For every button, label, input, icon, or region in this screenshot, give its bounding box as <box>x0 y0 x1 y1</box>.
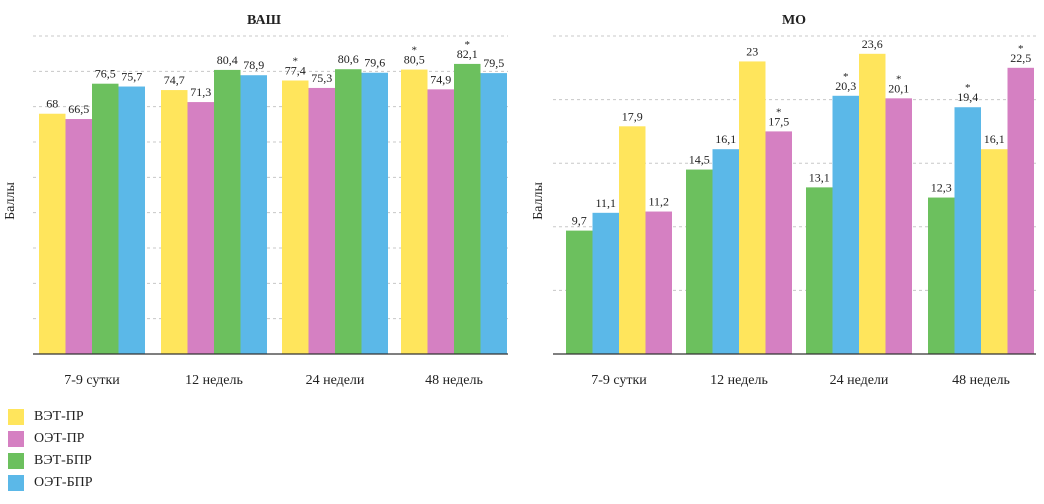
bar <box>240 75 267 354</box>
data-label: 14,5 <box>689 153 710 167</box>
data-label: 71,3 <box>190 85 211 99</box>
bar <box>92 83 119 354</box>
x-tick-label: 7-9 сутки <box>591 373 647 388</box>
bar <box>619 126 646 354</box>
data-label: 23,6 <box>862 37 883 51</box>
data-label: 80,6 <box>338 52 359 66</box>
data-label: 11,2 <box>648 195 669 209</box>
bar <box>161 90 188 354</box>
bar <box>592 212 619 354</box>
significance-star: * <box>776 106 782 118</box>
legend-label: ВЭТ-БПР <box>34 453 92 468</box>
bar <box>118 86 145 354</box>
bar <box>308 87 335 354</box>
data-label: 76,5 <box>95 67 116 81</box>
bar <box>686 169 713 354</box>
bar <box>928 197 955 354</box>
legend-item-oet-pr: ОЭТ-ПР <box>8 428 93 450</box>
bar <box>981 149 1008 354</box>
y-axis-label: Баллы <box>3 182 18 220</box>
significance-star: * <box>412 45 418 57</box>
data-label: 66,5 <box>68 102 89 116</box>
legend-swatch <box>8 431 24 447</box>
significance-star: * <box>465 39 471 51</box>
bar <box>739 61 766 354</box>
bar <box>480 73 507 354</box>
bar <box>335 69 362 355</box>
bar <box>859 53 886 355</box>
data-label: 68 <box>46 97 58 111</box>
bar <box>361 72 388 354</box>
data-label: 74,9 <box>430 72 451 86</box>
chart-title: ВАШ <box>247 13 282 28</box>
bar <box>454 63 481 355</box>
data-label: 23 <box>746 44 758 58</box>
x-tick-label: 12 недель <box>185 373 243 388</box>
data-label: 22,5 <box>1010 51 1031 65</box>
chart-title: МО <box>782 13 806 28</box>
data-label: 9,7 <box>572 214 587 228</box>
data-label: 75,3 <box>311 71 332 85</box>
y-axis-label: Баллы <box>531 182 546 220</box>
data-label: 78,9 <box>243 58 264 72</box>
data-label: 11,1 <box>595 196 616 210</box>
bar <box>427 89 454 354</box>
x-tick-label: 24 недели <box>830 373 889 388</box>
data-label: 75,7 <box>121 70 142 84</box>
bar <box>954 107 981 355</box>
data-label: 80,4 <box>217 53 238 67</box>
significance-star: * <box>843 71 849 83</box>
data-label: 20,3 <box>835 79 856 93</box>
data-label: 74,7 <box>164 73 185 87</box>
data-label: 17,9 <box>622 109 643 123</box>
data-label: 82,1 <box>457 47 478 61</box>
chart-canvas: ВАШ Баллы 68 66,5 76,5 75,7 7-9 сутки 74,7 71,3 8… <box>3 13 1036 388</box>
data-label: 16,1 <box>984 132 1005 146</box>
data-label: 20,1 <box>888 81 909 95</box>
bar <box>1007 67 1034 355</box>
bar <box>282 80 309 355</box>
significance-star: * <box>1018 43 1024 55</box>
bar <box>187 102 214 354</box>
significance-star: * <box>293 56 299 68</box>
legend-label: ВЭТ-ПР <box>34 409 84 424</box>
bar <box>566 230 593 354</box>
bar <box>806 187 833 354</box>
data-label: 77,4 <box>285 64 306 78</box>
legend-item-oet-bpr: ОЭТ-БПР <box>8 472 93 494</box>
data-label: 16,1 <box>715 132 736 146</box>
bar <box>65 119 92 355</box>
data-label: 79,5 <box>483 56 504 70</box>
legend-item-vet-pr: ВЭТ-ПР <box>8 406 93 428</box>
x-tick-label: 7-9 сутки <box>64 373 120 388</box>
significance-star: * <box>896 73 902 85</box>
legend-swatch <box>8 453 24 469</box>
x-tick-label: 48 недель <box>952 373 1010 388</box>
bar <box>765 131 792 354</box>
data-label: 19,4 <box>957 90 978 104</box>
data-label: 17,5 <box>768 114 789 128</box>
legend: ВЭТ-ПР ОЭТ-ПР ВЭТ-БПР ОЭТ-БПР <box>8 406 93 494</box>
data-label: 80,5 <box>404 53 425 67</box>
bar <box>39 113 66 354</box>
legend-label: ОЭТ-ПР <box>34 431 85 446</box>
significance-star: * <box>965 82 971 94</box>
bar <box>712 149 739 354</box>
x-tick-label: 24 недели <box>306 373 365 388</box>
bar <box>401 69 428 355</box>
x-tick-label: 48 недель <box>425 373 483 388</box>
x-tick-label: 12 недель <box>710 373 768 388</box>
bar <box>214 69 241 355</box>
legend-label: ОЭТ-БПР <box>34 475 93 490</box>
data-label: 79,6 <box>364 56 385 70</box>
bar <box>645 211 672 354</box>
legend-item-vet-bpr: ВЭТ-БПР <box>8 450 93 472</box>
data-label: 12,3 <box>931 181 952 195</box>
bar <box>885 98 912 354</box>
legend-swatch <box>8 475 24 491</box>
legend-swatch <box>8 409 24 425</box>
bar <box>832 95 859 354</box>
data-label: 13,1 <box>809 170 830 184</box>
